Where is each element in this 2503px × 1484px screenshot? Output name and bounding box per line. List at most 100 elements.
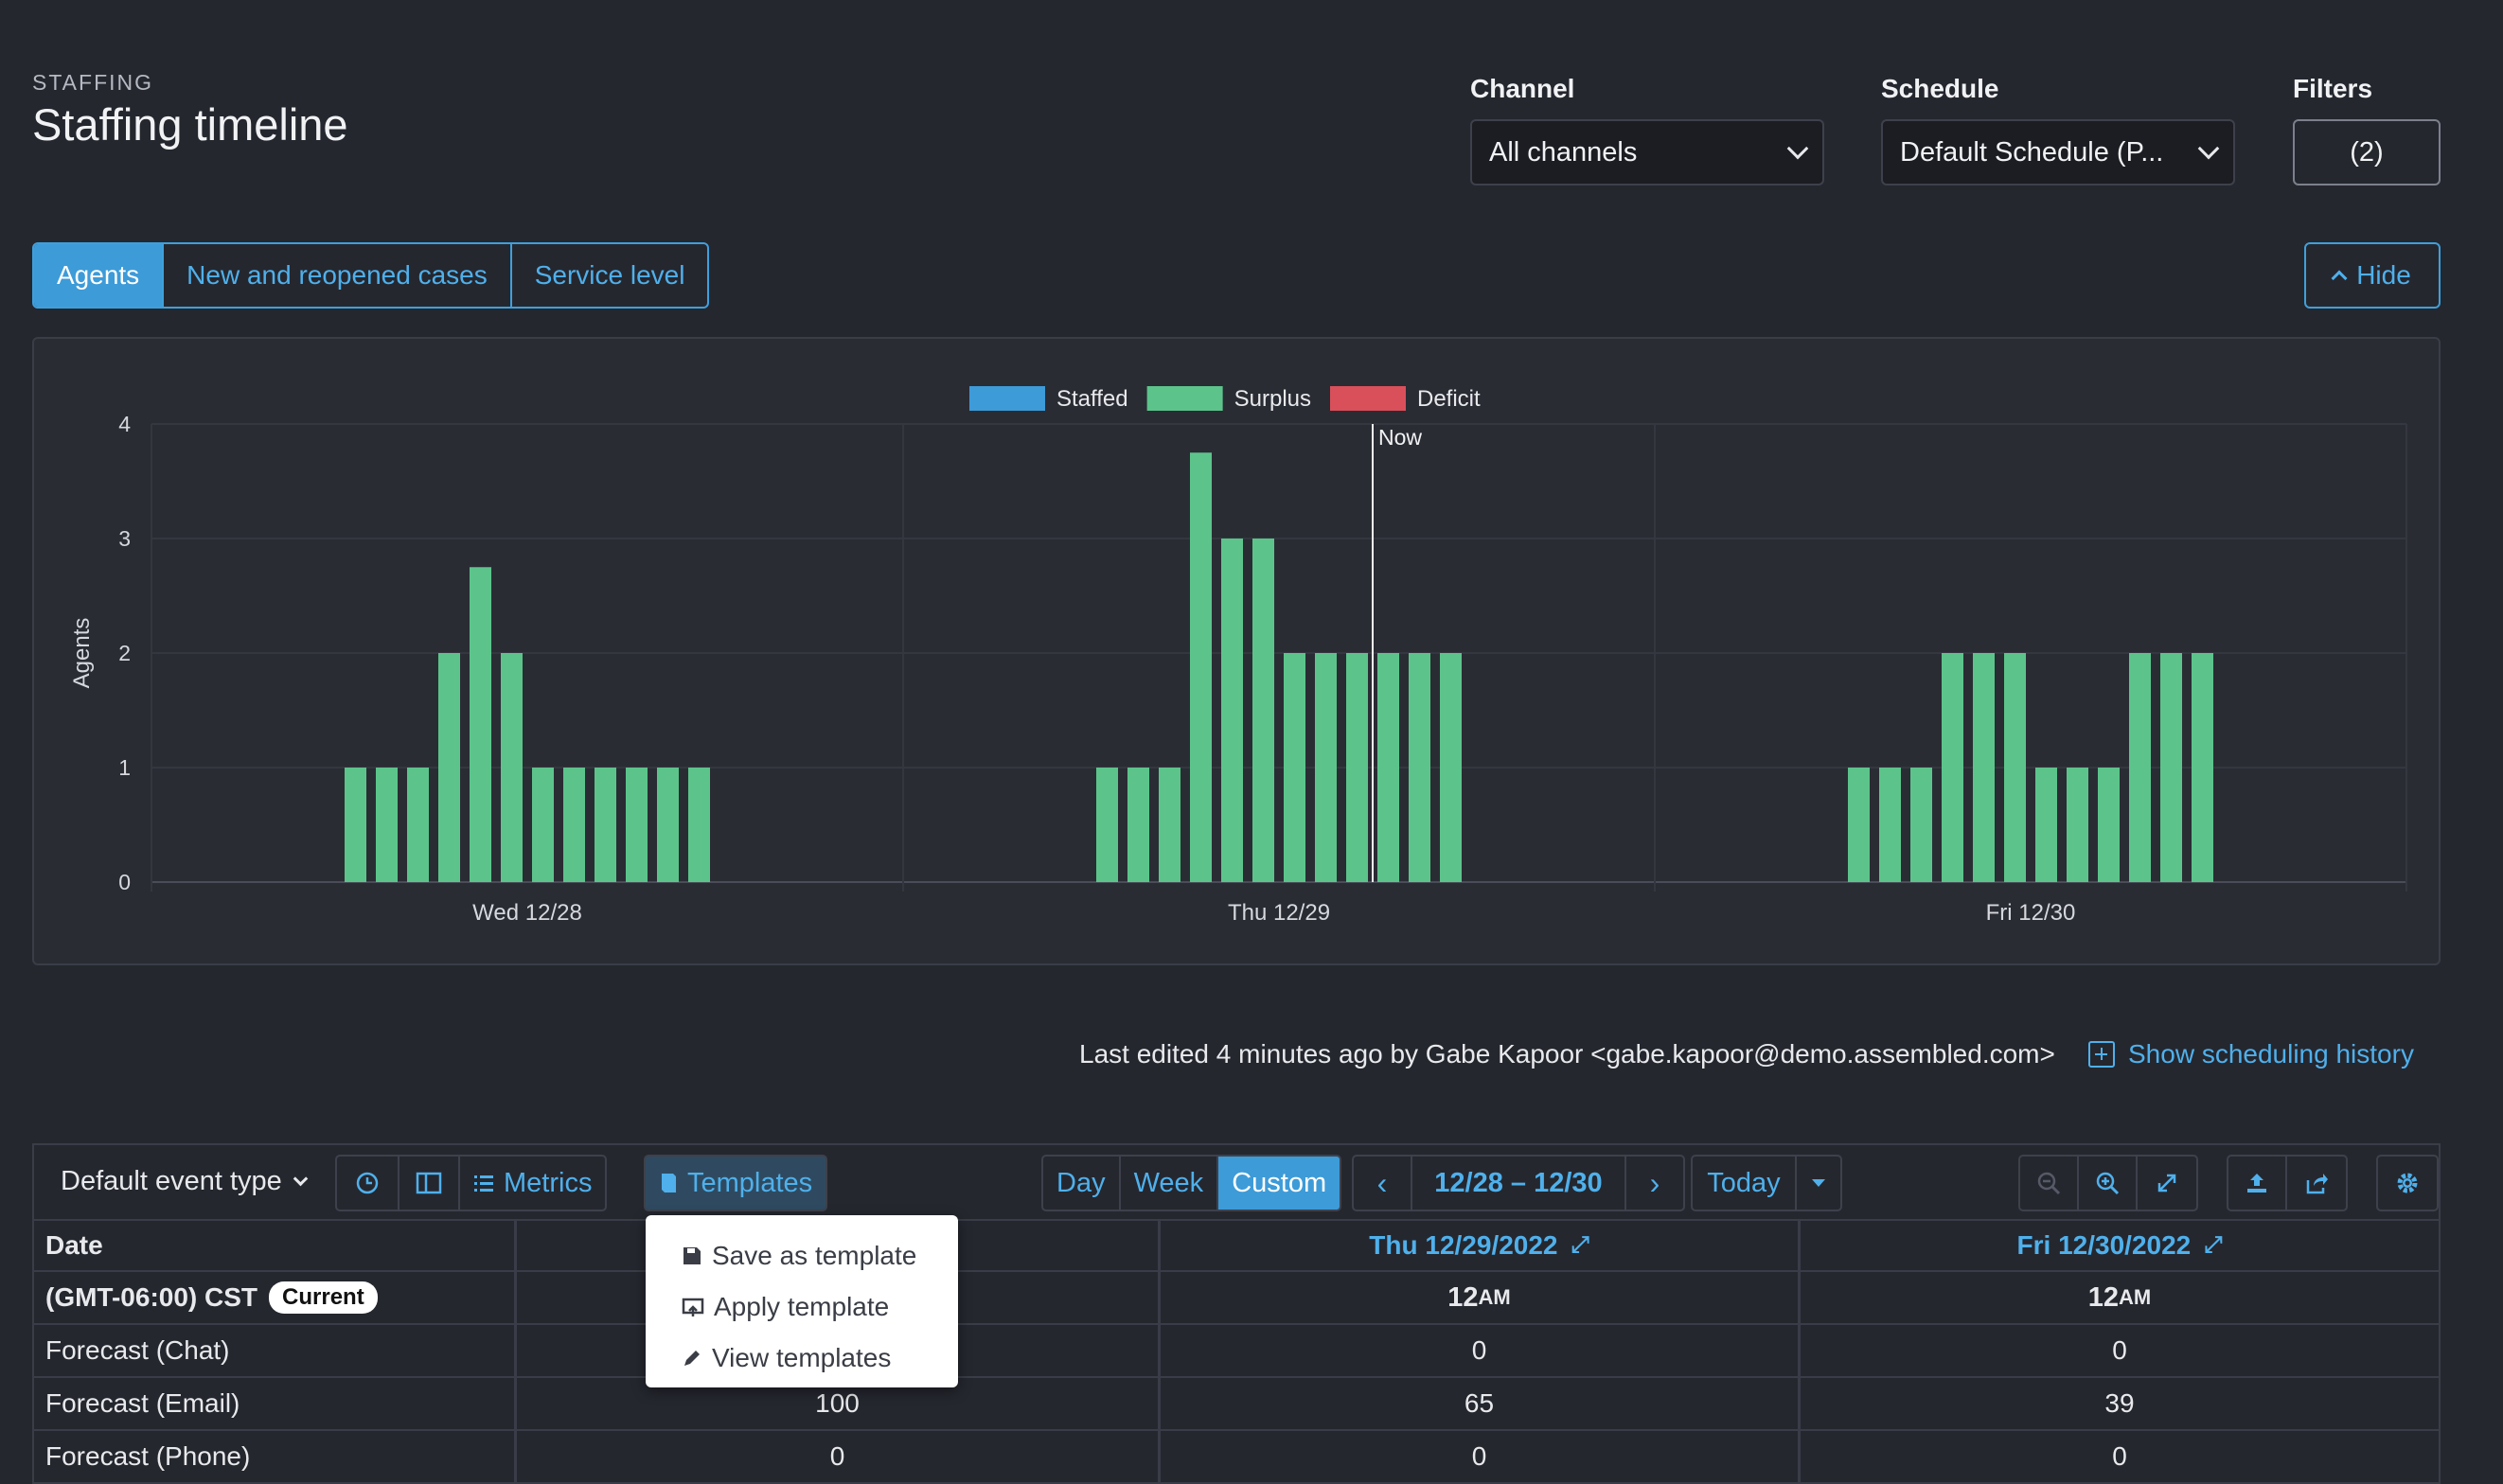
- templates-label: Templates: [687, 1167, 813, 1198]
- next-range-button[interactable]: ›: [1626, 1157, 1683, 1210]
- fullscreen-button[interactable]: [2138, 1157, 2196, 1210]
- hide-label: Hide: [2356, 260, 2411, 290]
- time-suffix: AM: [2119, 1285, 2152, 1309]
- bar: [376, 768, 398, 882]
- view-switcher: Day Week Custom: [1041, 1155, 1342, 1211]
- bar: [1315, 653, 1337, 882]
- bar: [1440, 653, 1462, 882]
- table-cell: 100: [517, 1378, 1161, 1429]
- schedule-toolbar: Default event type Metrics Templates Day…: [32, 1143, 2441, 1219]
- y-tick-label: 2: [118, 641, 131, 665]
- filters-button[interactable]: (2): [2293, 119, 2441, 186]
- zoom-group: [2018, 1155, 2198, 1211]
- tab-new-and-reopened-cases[interactable]: New and reopened cases: [164, 244, 512, 307]
- table-cell: [517, 1325, 1161, 1376]
- menu-item-label: View templates: [712, 1343, 892, 1372]
- previous-range-button[interactable]: ‹: [1354, 1157, 1412, 1210]
- tab-service-level[interactable]: Service level: [534, 260, 685, 290]
- day-header-thu[interactable]: Thu 12/29/2022 ⤢: [1161, 1221, 1801, 1270]
- chart-svg: 0 1 2 3 4 Agents Wed 12/28 Thu 12/29 Fri 12/30 No…: [69, 386, 2407, 926]
- event-type-select[interactable]: Default event type: [61, 1166, 309, 1197]
- expand-icon[interactable]: ⤢: [1571, 1232, 1589, 1258]
- gear-icon: [2397, 1173, 2418, 1193]
- schedule-select[interactable]: Default Schedule (P...: [1881, 119, 2235, 186]
- bar: [2192, 653, 2213, 882]
- bar: [1346, 653, 1368, 882]
- upload-icon: [2247, 1174, 2266, 1192]
- save-as-template-item[interactable]: Save as template: [646, 1230, 958, 1281]
- export-button[interactable]: [2228, 1157, 2287, 1210]
- bar: [1409, 653, 1430, 882]
- bar: [438, 653, 460, 882]
- day-header-wed[interactable]: [517, 1221, 1161, 1270]
- schedule-label: Schedule: [1881, 74, 1999, 103]
- layout-button[interactable]: [399, 1157, 460, 1210]
- bar: [1879, 768, 1901, 882]
- bar: [407, 768, 429, 882]
- hide-chart-button[interactable]: Hide: [2304, 242, 2441, 309]
- view-custom-button[interactable]: Custom: [1218, 1157, 1340, 1210]
- today-group: Today: [1691, 1155, 1842, 1211]
- zoom-out-icon: [2037, 1172, 2061, 1195]
- templates-button[interactable]: Templates: [646, 1157, 825, 1210]
- bar: [1190, 452, 1212, 882]
- bar: [1221, 539, 1243, 882]
- view-day-button[interactable]: Day: [1043, 1157, 1121, 1210]
- settings-button[interactable]: [2378, 1157, 2437, 1210]
- bar: [563, 768, 585, 882]
- day-header-label: Fri 12/30/2022: [2016, 1230, 2192, 1260]
- time-button[interactable]: [337, 1157, 399, 1210]
- channel-label: Channel: [1470, 74, 1575, 103]
- bar: [657, 768, 679, 882]
- bar: [1910, 768, 1932, 882]
- timezone-label: (GMT-06:00) CST: [45, 1282, 258, 1312]
- menu-item-label: Save as template: [712, 1241, 917, 1270]
- tab-agents[interactable]: Agents: [34, 244, 165, 307]
- y-axis-label: Agents: [69, 618, 95, 689]
- bar: [532, 768, 554, 882]
- bar: [1127, 768, 1149, 882]
- share-button[interactable]: [2287, 1157, 2346, 1210]
- day-header-label: Thu 12/29/2022: [1369, 1230, 1558, 1260]
- bar: [2035, 768, 2057, 882]
- list-icon: [474, 1175, 493, 1192]
- zoom-in-button[interactable]: [2079, 1157, 2138, 1210]
- table-header-row: Date Thu 12/29/2022 ⤢ Fri 12/30/2022 ⤢: [32, 1219, 2441, 1272]
- timezone-row: (GMT-06:00) CST Current 12 AM 12 AM: [32, 1272, 2441, 1325]
- apply-template-item[interactable]: Apply template: [646, 1281, 958, 1333]
- chevron-down-icon: [1786, 137, 1809, 160]
- bar: [2160, 653, 2182, 882]
- view-week-button[interactable]: Week: [1121, 1157, 1219, 1210]
- metrics-button[interactable]: Metrics: [460, 1157, 605, 1210]
- table-row: Forecast (Chat) 0 0: [32, 1325, 2441, 1378]
- table-cell: 0: [2112, 1335, 2127, 1365]
- zoom-out-button[interactable]: [2020, 1157, 2079, 1210]
- table-cell: 0: [1161, 1325, 1801, 1376]
- table-cell: 0: [1161, 1431, 1801, 1482]
- time-hour: 12: [1447, 1281, 1479, 1313]
- time-cell: 12 AM: [1801, 1272, 2439, 1323]
- today-options-button[interactable]: [1797, 1157, 1840, 1210]
- event-type-value: Default event type: [61, 1166, 282, 1196]
- view-templates-item[interactable]: View templates: [646, 1333, 958, 1384]
- time-cell: 12 AM: [1161, 1272, 1801, 1323]
- today-button[interactable]: Today: [1693, 1157, 1797, 1210]
- bar: [595, 768, 616, 882]
- bar: [470, 567, 491, 882]
- date-range-picker[interactable]: 12/28 – 12/30: [1412, 1157, 1626, 1210]
- bar: [345, 768, 366, 882]
- legend-swatch: [969, 386, 1045, 411]
- day-header-fri[interactable]: Fri 12/30/2022 ⤢: [1801, 1221, 2439, 1270]
- show-scheduling-history-link[interactable]: Show scheduling history: [2088, 1039, 2414, 1069]
- bar: [2098, 768, 2120, 882]
- table-cell: 0: [517, 1431, 1161, 1482]
- bar: [1973, 653, 1995, 882]
- export-group: [2227, 1155, 2348, 1211]
- last-edited-text: Last edited 4 minutes ago by Gabe Kapoor…: [1079, 1039, 2055, 1069]
- x-tick-label: Wed 12/28: [472, 900, 582, 926]
- view-options-group: Metrics: [335, 1155, 608, 1211]
- menu-item-label: Apply template: [714, 1292, 890, 1321]
- channel-select[interactable]: All channels: [1470, 119, 1824, 186]
- expand-icon[interactable]: ⤢: [2204, 1232, 2223, 1258]
- row-label: Forecast (Email): [34, 1378, 517, 1429]
